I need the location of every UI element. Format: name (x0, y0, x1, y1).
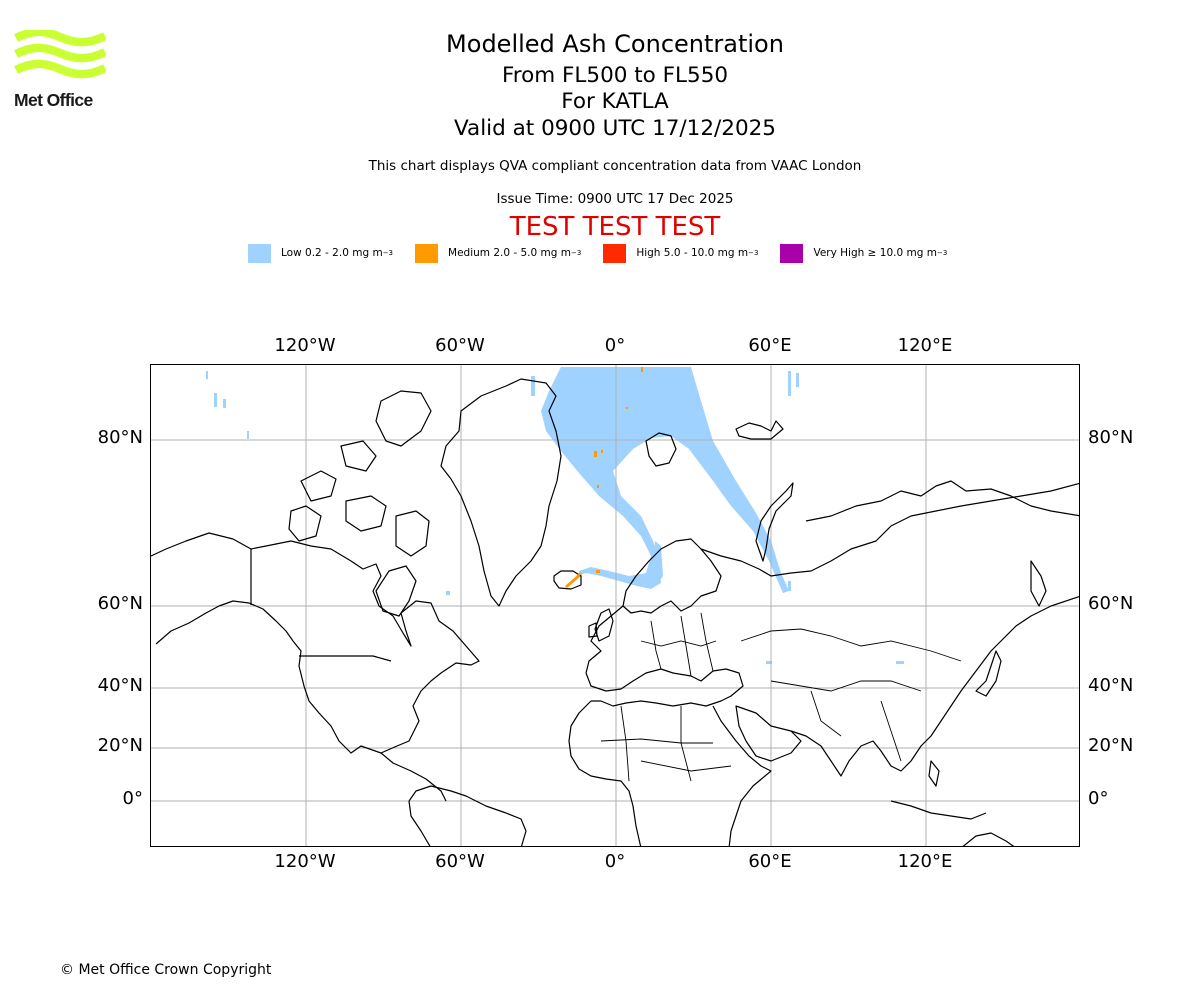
country-borders (600, 612, 962, 782)
logo-wordmark: Met Office (14, 90, 93, 110)
met-office-logo: Met Office (14, 27, 107, 112)
y-tick-right-20n: 20°N (1088, 735, 1134, 756)
legend-label: Very High ≥ 10.0 mg m (813, 247, 937, 259)
issue-time: Issue Time: 0900 UTC 17 Dec 2025 (496, 191, 734, 207)
katla-source-marker (565, 573, 581, 588)
test-banner: TEST TEST TEST (509, 212, 721, 242)
y-tick-left-40n: 40°N (97, 675, 143, 696)
y-tick-left-0: 0° (122, 788, 143, 809)
coastlines (151, 378, 1079, 846)
y-tick-right-60n: 60°N (1088, 593, 1134, 614)
legend-item-medium: Medium 2.0 - 5.0 mg m −3 (415, 243, 582, 263)
ash-low-region (206, 367, 904, 664)
legend-label: Medium 2.0 - 5.0 mg m (448, 247, 571, 259)
unit-exponent: −3 (571, 249, 582, 257)
ash-concentration-map[interactable] (150, 364, 1080, 847)
x-tick-top-120e: 120°E (897, 335, 953, 356)
volcano-name: For KATLA (561, 89, 669, 114)
y-tick-left-80n: 80°N (97, 427, 143, 448)
chart-description: This chart displays QVA compliant concen… (368, 158, 862, 174)
flight-level-range: From FL500 to FL550 (501, 63, 729, 88)
legend-item-high: High 5.0 - 10.0 mg m −3 (603, 243, 759, 263)
y-tick-right-80n: 80°N (1088, 427, 1134, 448)
x-tick-top-60e: 60°E (748, 335, 792, 356)
y-tick-left-20n: 20°N (97, 735, 143, 756)
met-office-waves-icon (14, 27, 107, 79)
legend-item-low: Low 0.2 - 2.0 mg m −3 (248, 243, 394, 263)
unit-exponent: −3 (382, 249, 394, 257)
y-tick-right-0: 0° (1088, 788, 1109, 809)
very-high-swatch-icon (780, 243, 804, 263)
medium-swatch-icon (415, 243, 439, 263)
legend-label: Low 0.2 - 2.0 mg m (281, 247, 383, 259)
x-tick-bottom-0: 0° (604, 851, 626, 872)
x-tick-top-60w: 60°W (435, 335, 485, 356)
concentration-legend: Low 0.2 - 2.0 mg m −3 Medium 2.0 - 5.0 mg… (248, 243, 969, 263)
x-tick-bottom-120w: 120°W (274, 851, 336, 872)
unit-exponent: −3 (936, 249, 948, 257)
x-tick-bottom-120e: 120°E (897, 851, 953, 872)
x-tick-bottom-60e: 60°E (748, 851, 792, 872)
y-tick-right-40n: 40°N (1088, 675, 1134, 696)
legend-item-very-high: Very High ≥ 10.0 mg m −3 (780, 243, 948, 263)
x-tick-top-0: 0° (604, 335, 626, 356)
high-swatch-icon (603, 243, 627, 263)
x-tick-bottom-60w: 60°W (435, 851, 485, 872)
valid-time: Valid at 0900 UTC 17/12/2025 (453, 116, 776, 141)
x-tick-top-120w: 120°W (274, 335, 336, 356)
chart-title: Modelled Ash Concentration (446, 30, 784, 58)
y-tick-left-60n: 60°N (97, 593, 143, 614)
low-swatch-icon (248, 243, 271, 263)
gridlines (151, 365, 1079, 846)
unit-exponent: −3 (748, 249, 759, 257)
legend-label: High 5.0 - 10.0 mg m (636, 247, 749, 259)
copyright-notice: © Met Office Crown Copyright (60, 962, 272, 978)
world-map (151, 365, 1079, 846)
